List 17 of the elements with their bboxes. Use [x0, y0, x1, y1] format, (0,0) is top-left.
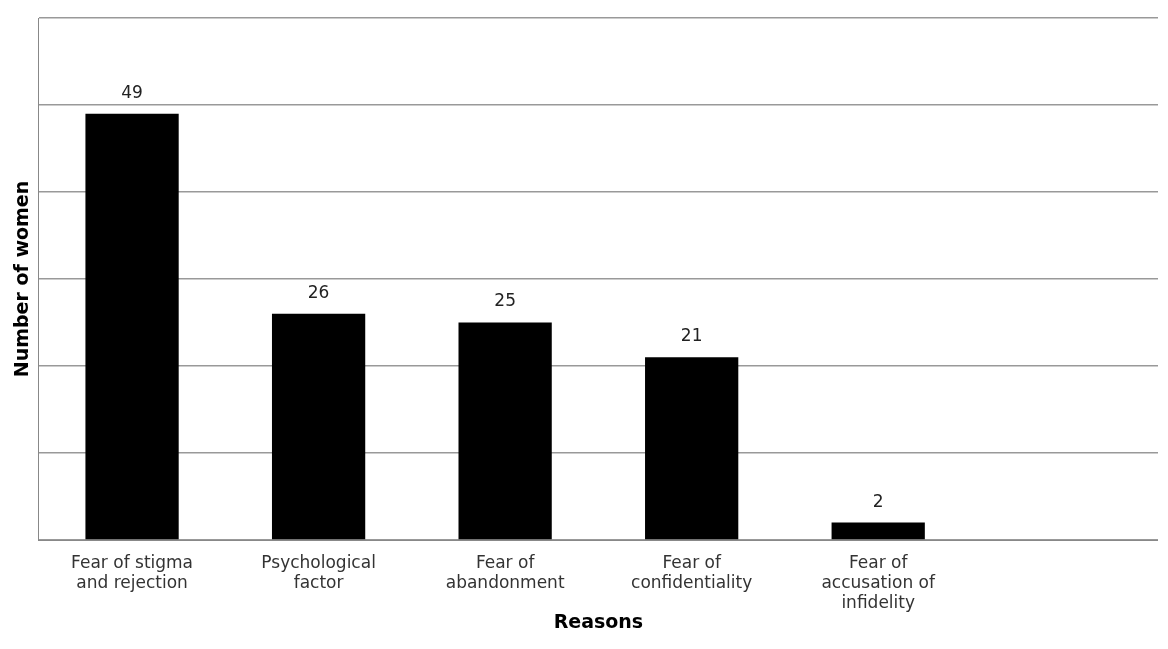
bar	[645, 357, 739, 540]
data-label: 49	[121, 81, 143, 102]
x-tick-label: Psychological factor	[261, 551, 376, 593]
x-axis-title: Reasons	[553, 609, 644, 632]
bar	[85, 113, 179, 540]
data-label: 21	[680, 325, 703, 346]
x-tick-label: Fear of confidentiality	[631, 551, 753, 593]
y-axis-title: Number of women	[10, 180, 33, 378]
x-tick-label: Fear of accusation of infidelity	[821, 551, 936, 613]
data-label: 25	[494, 290, 516, 311]
x-tick-label: Fear of abandonment	[445, 551, 565, 593]
bar	[458, 322, 552, 540]
bar	[271, 313, 366, 540]
x-tick-label: Fear of stigma and rejection	[71, 551, 194, 593]
bar	[831, 522, 925, 540]
data-label: 26	[307, 281, 330, 302]
data-label: 2	[872, 490, 884, 511]
